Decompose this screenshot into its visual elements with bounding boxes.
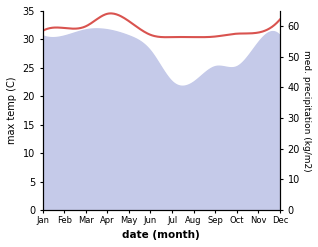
X-axis label: date (month): date (month) (122, 230, 200, 240)
Y-axis label: max temp (C): max temp (C) (7, 77, 17, 144)
Y-axis label: med. precipitation (kg/m2): med. precipitation (kg/m2) (302, 50, 311, 171)
